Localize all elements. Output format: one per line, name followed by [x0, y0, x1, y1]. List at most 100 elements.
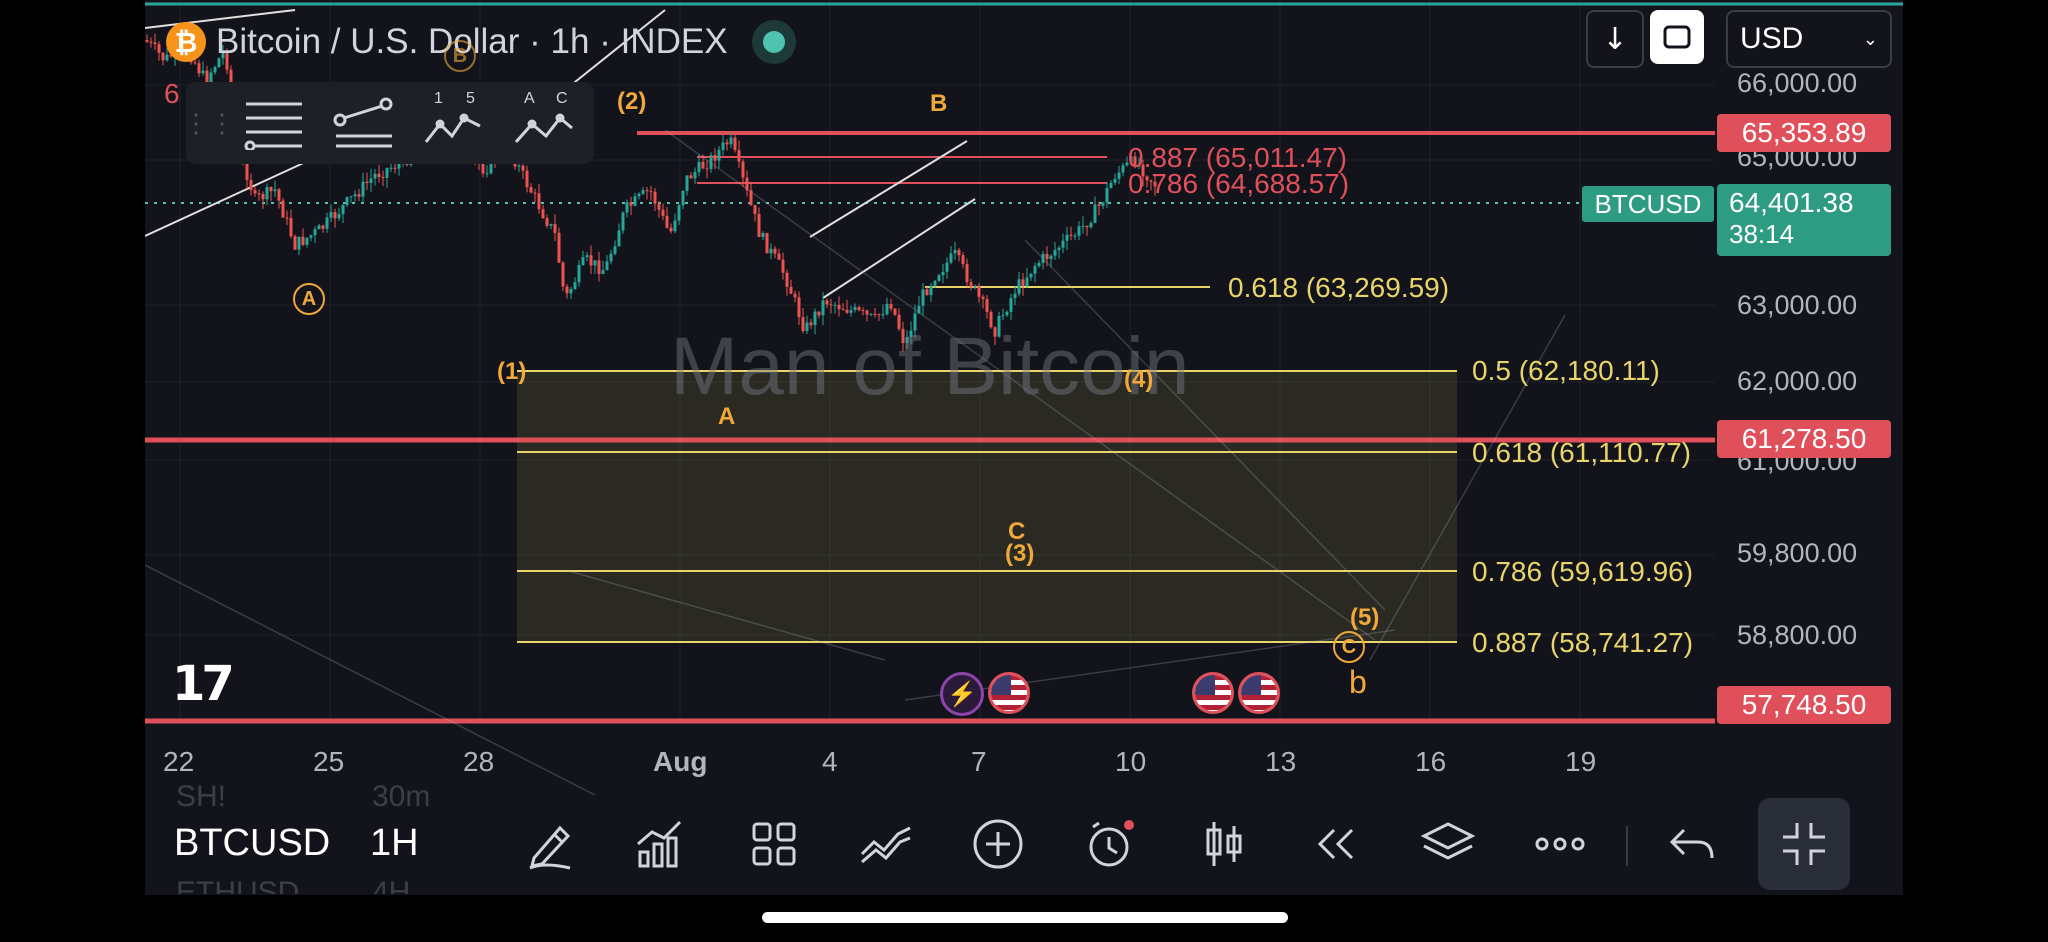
- candle-body: [693, 171, 697, 179]
- candle-body: [613, 246, 617, 254]
- candle-body: [325, 217, 329, 229]
- resistance-price-tag[interactable]: 65,353.89: [1717, 114, 1891, 152]
- candle-body: [193, 62, 197, 64]
- path-tool-icon[interactable]: [326, 88, 402, 158]
- layouts-grid-icon[interactable]: [742, 812, 806, 876]
- candle-body: [521, 165, 525, 171]
- drawing-tool-palette[interactable]: ⋮⋮ 1 5 A C: [183, 82, 594, 164]
- home-indicator[interactable]: [762, 912, 1288, 923]
- horizontal-lines-tool-icon[interactable]: [236, 88, 312, 158]
- candle-body: [357, 194, 361, 197]
- replay-rewind-icon[interactable]: [1304, 812, 1368, 876]
- candle-body: [217, 58, 221, 68]
- candle-body: [149, 41, 153, 43]
- candle-body: [857, 307, 861, 310]
- candle-body: [389, 167, 393, 169]
- tradingview-logo[interactable]: 17: [172, 656, 235, 712]
- us-flag-event-icon[interactable]: [1192, 672, 1234, 714]
- candle-body: [601, 269, 605, 274]
- price-axis-label: 58,800.00: [1737, 620, 1858, 650]
- us-flag-event-icon[interactable]: [1238, 672, 1280, 714]
- candle-body: [545, 218, 549, 226]
- wave-label-6: 6: [164, 78, 180, 109]
- candle-body: [805, 322, 809, 332]
- exit-fullscreen-icon[interactable]: [1758, 798, 1850, 890]
- wave-label-b-small: b: [1349, 664, 1367, 700]
- candle-body: [285, 217, 289, 219]
- support-price-tag-low[interactable]: 57,748.50: [1717, 686, 1891, 724]
- candle-body: [569, 288, 573, 294]
- draw-pen-icon[interactable]: [518, 812, 582, 876]
- drag-handle-icon[interactable]: ⋮⋮: [183, 107, 235, 138]
- watermark: Man of Bitcoin: [670, 321, 1190, 412]
- elliott-correction-tool-icon[interactable]: A C: [506, 88, 582, 158]
- screenshot-icon[interactable]: [1650, 10, 1704, 64]
- currency-value: USD: [1740, 22, 1804, 55]
- candle-body: [369, 178, 373, 183]
- bottom-toolbar: [145, 795, 1903, 895]
- symbol-ghost-above: SH!: [176, 780, 227, 813]
- candle-body: [605, 261, 609, 270]
- symbol-picker[interactable]: BTCUSD: [174, 822, 331, 864]
- currency-select[interactable]: USD ⌄: [1726, 10, 1892, 68]
- candle-body: [925, 289, 929, 296]
- candle-body: [829, 304, 833, 306]
- candle-body: [305, 237, 309, 245]
- candle-body: [597, 260, 601, 274]
- candle-body: [1037, 262, 1041, 267]
- candle-body: [317, 225, 321, 230]
- wave-label-3: (3): [1005, 540, 1035, 567]
- candle-body: [557, 232, 561, 263]
- wave-label-circ-c: C: [1333, 631, 1365, 663]
- candle-body: [1129, 156, 1133, 163]
- candle-body: [213, 67, 217, 73]
- current-price-tag[interactable]: 64,401.38 38:14: [1717, 184, 1891, 256]
- price-axis-label: 59,800.00: [1737, 538, 1858, 568]
- candle-body: [721, 142, 725, 150]
- candle-body: [929, 285, 933, 296]
- interval-picker[interactable]: 1H: [370, 822, 419, 864]
- candle-body: [737, 150, 741, 162]
- chart-area[interactable]: Man of Bitcoin: [145, 0, 1903, 795]
- chart-type-candles-icon[interactable]: [1192, 812, 1256, 876]
- candle-body: [965, 264, 969, 283]
- candle-body: [953, 249, 957, 254]
- elliott-impulse-tool-icon[interactable]: 1 5: [416, 88, 492, 158]
- alert-clock-icon[interactable]: [1078, 812, 1142, 876]
- compare-lines-icon[interactable]: [854, 812, 918, 876]
- candle-body: [1097, 204, 1101, 206]
- candle-body: [1093, 204, 1097, 223]
- candle-body: [881, 314, 885, 316]
- candle-body: [981, 296, 985, 300]
- candle-body: [525, 170, 529, 188]
- download-icon[interactable]: ↓: [1586, 10, 1644, 68]
- support-price-tag-mid[interactable]: 61,278.50: [1717, 420, 1891, 458]
- market-status-icon[interactable]: [751, 20, 796, 64]
- current-price: 64,401.38: [1729, 187, 1854, 218]
- impulse-label-5: 5: [466, 90, 475, 107]
- wave-label-5: (5): [1350, 604, 1380, 631]
- trendlines: [145, 9, 976, 299]
- candle-body: [749, 190, 753, 206]
- layers-icon[interactable]: [1416, 812, 1480, 876]
- indicators-icon[interactable]: [628, 812, 692, 876]
- undo-icon[interactable]: [1660, 812, 1724, 876]
- interval-ghost-above: 30m: [372, 780, 431, 813]
- candle-body: [969, 282, 973, 288]
- impulse-label-1: 1: [434, 90, 443, 107]
- candle-body: [665, 215, 669, 228]
- symbol-header[interactable]: ₿ Bitcoin / U.S. Dollar · 1h · INDEX: [166, 18, 796, 66]
- wave-label-a: A: [718, 403, 736, 430]
- candle-body: [653, 191, 657, 204]
- candle-body: [825, 300, 829, 305]
- us-flag-event-icon[interactable]: [988, 672, 1030, 714]
- more-options-icon[interactable]: [1528, 812, 1592, 876]
- x-axis-tick: 10: [1115, 746, 1147, 777]
- candle-body: [917, 305, 921, 314]
- lightning-event-icon[interactable]: ⚡: [940, 672, 984, 716]
- candle-body: [853, 307, 857, 310]
- candle-body: [265, 187, 269, 200]
- candle-body: [657, 203, 661, 210]
- add-plus-icon[interactable]: [966, 812, 1030, 876]
- candle-body: [329, 212, 333, 218]
